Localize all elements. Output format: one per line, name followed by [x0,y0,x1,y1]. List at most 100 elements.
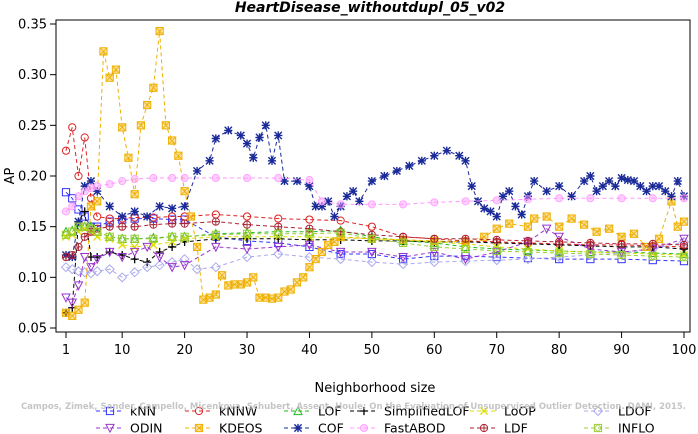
plot-area [55,19,691,333]
legend-item-ldf: LDF [470,421,528,434]
data-point-ldof [129,267,140,278]
data-point-cof [267,156,277,165]
data-point-fastabod [243,174,252,183]
data-point-cof [523,192,533,201]
data-point-inflo [149,234,158,243]
data-point-odin [92,254,103,265]
data-point-knn [492,252,501,262]
data-point-cof [349,187,358,196]
data-point-odin [429,247,440,258]
data-point-odin [554,232,564,243]
data-point-inflo [167,232,177,241]
legend-marker-ldof [592,405,604,417]
data-point-cof [274,131,283,140]
data-point-cof [492,212,501,221]
data-point-ldf [305,224,314,233]
legend-label-kdeos: KDEOS [219,421,263,434]
data-point-loop [168,237,177,246]
data-point-loop [105,234,114,243]
data-point-knn [398,254,408,264]
data-point-ldof [92,266,103,277]
data-point-fastabod [105,180,114,189]
legend-marker-cof [293,423,303,433]
data-point-inflo [461,244,470,254]
data-point-knnw [242,212,252,221]
y-tick-label: 0.35 [18,18,47,33]
data-point-ldf [118,222,127,231]
data-point-knn [61,188,71,197]
legend-item-fastabod: FastABOD [350,421,446,434]
data-point-fastabod [617,194,626,203]
data-point-loop [130,242,139,251]
legend-marker-simplifiedlof [359,406,369,416]
data-point-kdeos [305,263,314,272]
legend-item-cof: COF [284,421,344,434]
data-point-ldf [648,239,657,248]
data-point-inflo [180,232,189,241]
data-point-kdeos [118,123,127,132]
data-point-cof [330,212,339,221]
x-tick-label: 80 [551,343,568,358]
data-point-cof [242,139,252,148]
data-point-odin [67,298,78,308]
data-point-odin [398,252,408,263]
series-ldf [61,217,689,262]
legend-marker-loop [479,406,489,416]
data-point-ldf [679,240,689,250]
data-point-inflo [523,247,533,257]
data-point-ldof [397,259,409,270]
data-point-kdeos [111,65,121,74]
data-point-kdeos [155,26,164,36]
data-point-fastabod [130,175,139,184]
y-tick-label: 0.20 [18,170,47,185]
data-point-odin [273,242,284,253]
data-point-ldf [242,220,252,229]
data-point-cof [261,121,270,130]
legend-label-lof: LOF [318,404,342,419]
legend-marker-kdeos [194,423,204,433]
data-point-kdeos [679,217,689,226]
data-point-cof [180,202,189,211]
data-point-kdeos [143,100,152,110]
data-point-kdeos [180,187,189,196]
data-point-inflo [105,232,114,241]
legend-item-ldof: LDOF [584,404,652,419]
data-point-ldof [67,264,78,275]
data-point-fastabod [555,194,564,203]
data-point-kdeos [192,242,202,252]
data-point-fastabod [317,197,326,206]
data-point-odin [167,263,177,273]
data-point-ldof [522,253,534,265]
data-point-cof [205,156,214,165]
data-point-cof [255,133,264,142]
data-point-knnw [274,214,283,223]
data-point-kdeos [617,232,626,241]
data-point-cof [642,187,651,196]
data-point-fastabod [68,202,77,211]
data-point-cof [530,176,539,186]
data-point-inflo [679,252,689,262]
data-point-cof [430,151,439,160]
data-point-fastabod [523,195,532,204]
data-point-ldf [149,220,158,229]
data-point-loop [679,250,689,260]
x-tick-label: 40 [301,343,318,358]
data-point-kdeos [523,222,533,231]
x-tick-label: 90 [613,343,630,358]
y-axis-label: AP [3,167,18,184]
data-point-cof [168,204,177,213]
legend-item-knnw: kNNW [185,404,257,419]
data-point-odin [210,242,221,253]
data-point-simplifiedlof [168,242,177,252]
data-point-cof [143,212,152,221]
data-point-ldof [142,262,153,273]
legend-label-ldof: LDOF [618,404,652,419]
series-line-kdeos [65,31,685,317]
data-point-kdeos [217,271,227,280]
x-axis-label: Neighborhood size [315,381,436,396]
data-point-knn [555,254,564,264]
data-point-cof [442,146,451,155]
legend-label-odin: ODIN [130,421,163,434]
data-point-ldof [60,262,72,273]
data-point-kdeos [330,237,339,246]
